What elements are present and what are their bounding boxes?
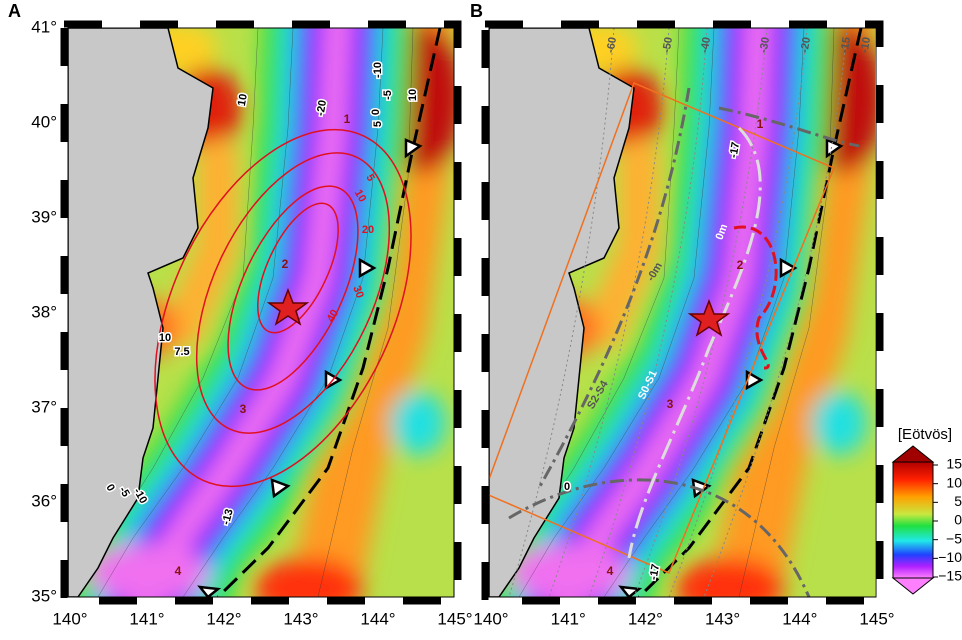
contour-label: -20 xyxy=(315,99,330,117)
contour-label: -20 xyxy=(799,36,814,54)
contour-label: 5 xyxy=(363,172,376,183)
contour-label: -60 xyxy=(605,36,620,54)
contour-label: 30 xyxy=(350,284,365,300)
contour-label: 0 xyxy=(370,109,382,115)
lon-label: 143° xyxy=(283,609,318,628)
contour-label: -10 xyxy=(372,62,384,78)
lat-label: 35° xyxy=(31,586,57,605)
lon-label: 141° xyxy=(551,609,586,628)
colorbar-tick-label: 5 xyxy=(954,493,962,509)
region-label: 3 xyxy=(667,397,674,411)
colorbar-title: [Eötvös] xyxy=(898,426,952,443)
region-label: 2 xyxy=(282,257,289,271)
lat-label: 38° xyxy=(31,302,57,321)
contour-label: 10 xyxy=(352,188,369,205)
contour-label: 20 xyxy=(362,224,374,236)
epicenter xyxy=(266,287,310,326)
panel-letter: B xyxy=(470,1,483,21)
colorbar-tick-label: −15 xyxy=(938,568,962,584)
lat-label: 41° xyxy=(31,17,57,36)
red-contours xyxy=(154,128,412,488)
contour-label: 5 xyxy=(372,121,384,127)
lon-label: 142° xyxy=(628,609,663,628)
lon-label: 140° xyxy=(52,609,87,628)
region-label: 1 xyxy=(344,112,351,126)
lon-label: 144° xyxy=(782,609,817,628)
panel-b xyxy=(481,20,884,605)
contour-label: 7.5 xyxy=(174,346,189,358)
contour-label: -17 xyxy=(648,563,663,581)
colorbar-tick-label: −5 xyxy=(946,530,962,546)
contour-label: 10 xyxy=(159,332,171,344)
region-label: 1 xyxy=(757,117,764,131)
contour-label: 0m xyxy=(714,222,731,241)
contour-label: -13 xyxy=(220,508,236,526)
lat-label: 37° xyxy=(31,397,57,416)
contour-label: 40 xyxy=(325,308,342,325)
region-label: 4 xyxy=(607,564,614,578)
lon-label: 140° xyxy=(473,609,508,628)
contour-label: -40 xyxy=(699,36,714,54)
colorbar-tick-label: 0 xyxy=(954,512,962,528)
colorbar xyxy=(891,445,935,595)
colorbar-tick-label: −10 xyxy=(938,549,962,565)
region-label: 2 xyxy=(737,258,744,272)
colorbar-tick-label: 15 xyxy=(946,456,962,472)
panel-a xyxy=(60,20,462,605)
colorbar-tick-label: 10 xyxy=(946,474,962,490)
panel-letter: A xyxy=(8,1,21,21)
contour-label: -50 xyxy=(661,36,676,54)
contour-label: 10 xyxy=(236,93,250,107)
contour-label: -30 xyxy=(758,36,773,54)
region-label: 3 xyxy=(240,402,247,416)
epicenter xyxy=(687,298,731,337)
lon-label: 142° xyxy=(206,609,241,628)
lon-label: 141° xyxy=(129,609,164,628)
lon-label: 145° xyxy=(859,609,894,628)
lon-label: 144° xyxy=(360,609,395,628)
contour-label: -17 xyxy=(728,141,743,159)
region-label: 4 xyxy=(175,564,182,578)
lat-label: 39° xyxy=(31,207,57,226)
lon-label: 145° xyxy=(437,609,472,628)
contour-label: 0 xyxy=(564,481,570,493)
contour-label: -5 xyxy=(382,90,394,100)
contour-label: 10 xyxy=(407,89,419,101)
lat-label: 40° xyxy=(31,112,57,131)
contour-label: -10 xyxy=(859,36,874,54)
lat-label: 36° xyxy=(31,491,57,510)
contour-label: -15 xyxy=(839,36,854,54)
lon-label: 143° xyxy=(705,609,740,628)
